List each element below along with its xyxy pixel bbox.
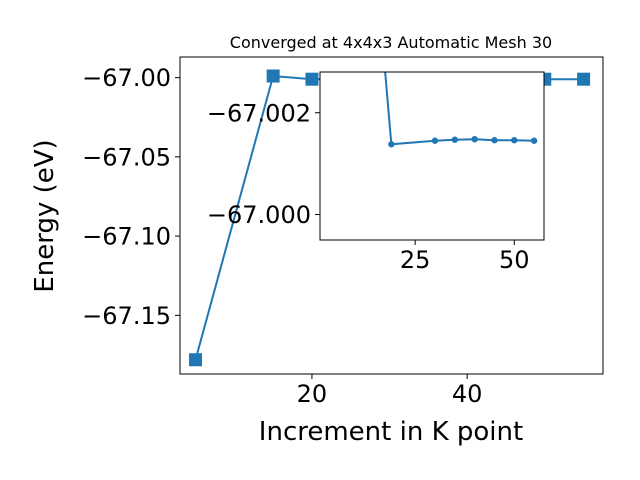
data-point [266, 69, 280, 83]
data-point [530, 137, 538, 144]
inset-background [320, 72, 544, 240]
inset-chart: 25 50 −67.002 −67.000 [207, 71, 545, 274]
data-point [431, 137, 439, 144]
x-tick-label: 40 [452, 380, 483, 408]
data-point [189, 353, 203, 367]
series-line [384, 72, 535, 146]
y-tick-label: −67.05 [82, 143, 171, 171]
y-tick-label: −67.002 [207, 99, 311, 127]
y-tick-label: −67.10 [82, 223, 171, 251]
inset-plot-area [319, 71, 545, 241]
y-tick-label: −67.000 [207, 201, 311, 229]
inset-y-axis: −67.002 −67.000 [207, 99, 320, 229]
main-x-axis: 20 40 [297, 374, 483, 408]
inset-x-axis: 25 50 [400, 240, 530, 274]
data-point [577, 72, 591, 86]
inset-series [384, 72, 538, 148]
data-point [305, 72, 319, 86]
y-tick-label: −67.15 [82, 302, 171, 330]
y-tick-label: −67.00 [82, 64, 171, 92]
data-point [451, 136, 458, 143]
data-point [511, 137, 518, 144]
series-group [384, 72, 538, 148]
chart-title: Converged at 4x4x3 Automatic Mesh 30 [230, 33, 552, 52]
main-y-axis: −67.00 −67.05 −67.10 −67.15 [82, 64, 180, 330]
x-tick-label: 20 [297, 380, 328, 408]
x-axis-label: Increment in K point [259, 417, 523, 447]
main-plot-area [179, 56, 604, 375]
data-point [471, 136, 478, 143]
data-point [388, 141, 395, 148]
y-axis-label: Energy (eV) [30, 139, 60, 292]
x-tick-label: 50 [499, 246, 530, 274]
data-point [491, 137, 498, 144]
x-tick-label: 25 [400, 246, 431, 274]
